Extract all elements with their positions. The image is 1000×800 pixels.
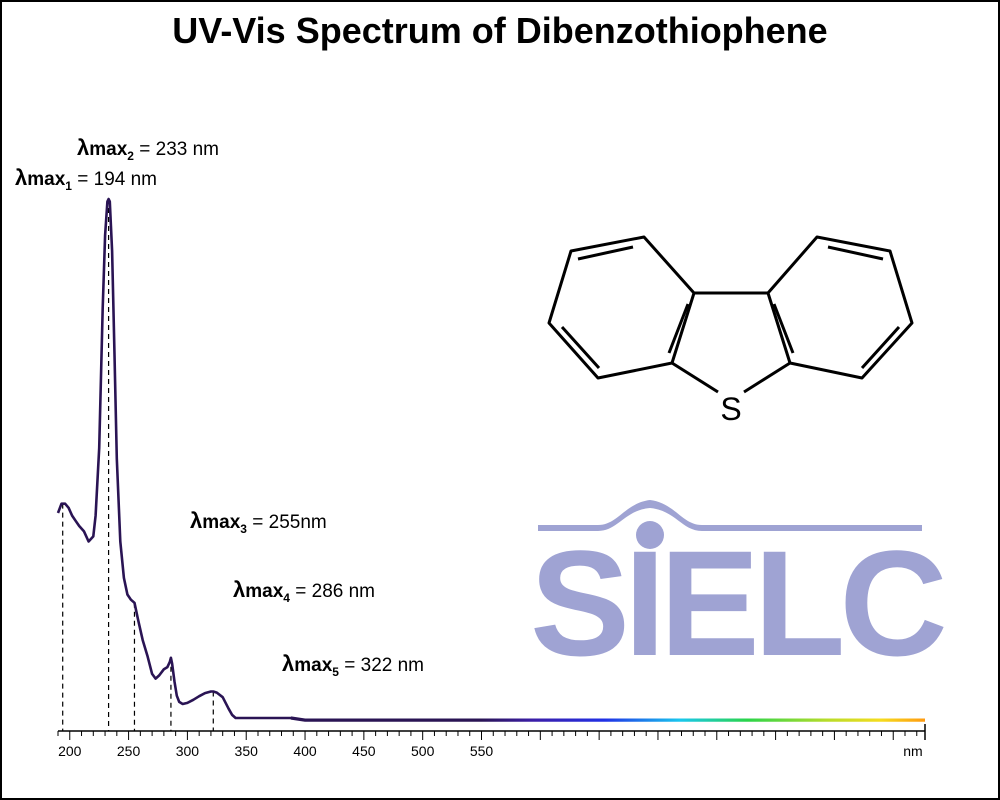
lambda-max-text: max: [27, 169, 65, 190]
peak-index: 5: [332, 665, 339, 679]
peak-value: = 286 nm: [290, 581, 375, 602]
peak-index: 2: [127, 149, 134, 163]
double-bond: [560, 325, 601, 370]
x-tick-label: 250: [117, 743, 141, 759]
peak-index: 3: [240, 522, 247, 536]
peak-value: = 194 nm: [72, 169, 157, 190]
spectrum-line-uv: [56, 197, 306, 722]
right-benzene-ring: [766, 235, 914, 380]
lambda-symbol: λ: [233, 577, 245, 602]
double-bond: [667, 303, 690, 354]
peak-label: λmax3 = 255nm: [190, 508, 327, 536]
left-benzene-ring: [547, 235, 696, 380]
lambda-symbol: λ: [77, 135, 89, 160]
x-tick-label: 500: [411, 743, 435, 759]
double-bond: [860, 325, 901, 370]
spectrum-curve: [56, 197, 925, 722]
spectrum-line-visible: [290, 716, 925, 722]
peak-value: = 233 nm: [134, 139, 219, 160]
lambda-max-text: max: [294, 655, 332, 676]
lambda-symbol: λ: [190, 508, 202, 533]
x-tick-label: 300: [176, 743, 200, 759]
bond-to-sulfur-right: [743, 361, 791, 394]
peak-label: λmax5 = 322 nm: [282, 651, 424, 679]
peak-index: 4: [283, 591, 290, 605]
peak-value: = 322 nm: [339, 655, 424, 676]
x-tick-label: 200: [58, 743, 82, 759]
peak-label: λmax2 = 233 nm: [77, 135, 219, 163]
x-tick-label: 450: [352, 743, 376, 759]
peak-drop-lines: [62, 199, 214, 731]
peak-index: 1: [65, 179, 72, 193]
lambda-max-text: max: [245, 581, 283, 602]
x-tick-label: 550: [470, 743, 494, 759]
peak-label: λmax4 = 286 nm: [233, 577, 375, 605]
double-bond: [827, 245, 884, 261]
x-axis-unit: nm: [903, 743, 922, 759]
lambda-max-text: max: [202, 512, 240, 533]
x-tick-label: 400: [293, 743, 317, 759]
lambda-max-text: max: [89, 139, 127, 160]
peak-value: = 255nm: [247, 512, 327, 533]
lambda-symbol: λ: [15, 165, 27, 190]
dibenzothiophene-structure: [547, 235, 914, 394]
double-bond: [577, 245, 634, 261]
chart-title: UV-Vis Spectrum of Dibenzothiophene: [172, 10, 828, 51]
bond-to-sulfur-left: [671, 361, 719, 394]
sulfur-atom-label: S: [720, 391, 741, 427]
logo-dot: [636, 521, 664, 549]
logo-swoosh: [538, 500, 922, 531]
peak-label: λmax1 = 194 nm: [15, 165, 157, 193]
lambda-symbol: λ: [282, 651, 294, 676]
logo-text: SIELC: [530, 519, 944, 687]
double-bond: [772, 303, 795, 354]
x-axis: 200 250 300 350 400 450 500 550 nm: [57, 724, 926, 759]
sielc-logo: SIELC: [530, 500, 950, 687]
x-tick-label: 350: [235, 743, 259, 759]
